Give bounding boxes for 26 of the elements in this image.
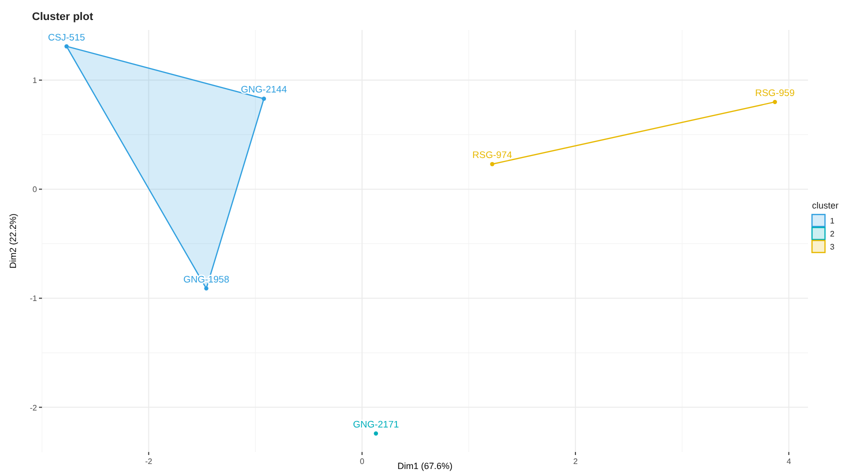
x-tick-label: 2 bbox=[573, 457, 578, 466]
x-tick-label: 4 bbox=[786, 457, 792, 466]
y-tick-label: 1 bbox=[32, 76, 38, 86]
point bbox=[262, 96, 266, 101]
point bbox=[64, 44, 69, 48]
annotation: CSJ-515 bbox=[48, 32, 86, 44]
y-tick-label: -1 bbox=[30, 294, 38, 304]
x-tick-label: 0 bbox=[360, 457, 365, 466]
y-tick-label: -2 bbox=[30, 403, 38, 412]
point bbox=[204, 286, 208, 291]
annotation: GNG-2144 bbox=[240, 84, 287, 96]
y-tick-label: 0 bbox=[32, 185, 38, 194]
point bbox=[772, 100, 778, 104]
annotation: RSG-959 bbox=[755, 88, 795, 99]
annotation: RSG-974 bbox=[472, 150, 512, 162]
legend-title: cluster bbox=[812, 200, 839, 210]
annotation: GNG-2171 bbox=[352, 419, 399, 430]
x-axis-title: Dim1 (67.6%) bbox=[397, 461, 453, 471]
legend-label: 3 bbox=[830, 242, 835, 252]
x-tick-label: -2 bbox=[145, 457, 153, 466]
legend-label: 2 bbox=[830, 230, 835, 238]
y-axis-title: Dim2 (22.2%) bbox=[8, 213, 18, 269]
point bbox=[374, 431, 378, 436]
legend-label: 1 bbox=[830, 216, 835, 226]
chart-title: Cluster plot bbox=[32, 11, 94, 23]
point bbox=[490, 162, 494, 166]
